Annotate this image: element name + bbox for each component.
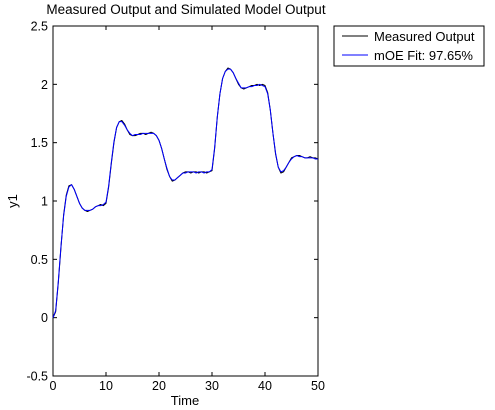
y-tick-label: 1.5 xyxy=(31,136,48,150)
y-tick-label: 0 xyxy=(41,311,48,325)
axis-ticks xyxy=(52,25,319,377)
y-tick-label: 2 xyxy=(41,78,48,92)
legend: Measured Output mOE Fit: 97.65% xyxy=(333,25,485,67)
y-axis-label: y1 xyxy=(5,194,20,208)
legend-box xyxy=(333,25,485,67)
x-tick-label: 0 xyxy=(50,379,57,393)
plot-frame xyxy=(52,25,319,377)
x-tick-label: 50 xyxy=(311,379,325,393)
plot-area: 0 10 20 30 40 50-0.500.511.522.5 xyxy=(26,20,325,394)
series-lines xyxy=(52,67,319,318)
x-tick-label: 30 xyxy=(205,379,219,393)
x-axis-label: Time xyxy=(171,393,199,408)
y-tick-label: 2.5 xyxy=(31,20,48,34)
legend-label-moe-fit: mOE Fit: 97.65% xyxy=(374,48,473,63)
y-tick-label: 0.5 xyxy=(31,253,48,267)
legend-label-measured-output: Measured Output xyxy=(374,29,475,44)
x-tick-label: 20 xyxy=(152,379,166,393)
axis-tick-labels: 0 10 20 30 40 50-0.500.511.522.5 xyxy=(26,20,325,394)
x-tick-label: 40 xyxy=(258,379,272,393)
chart-title: Measured Output and Simulated Model Outp… xyxy=(46,2,325,17)
series-line-moe-fit xyxy=(52,68,318,318)
y-tick-label: -0.5 xyxy=(26,370,48,384)
x-tick-label: 10 xyxy=(99,379,113,393)
y-tick-label: 1 xyxy=(41,195,48,209)
